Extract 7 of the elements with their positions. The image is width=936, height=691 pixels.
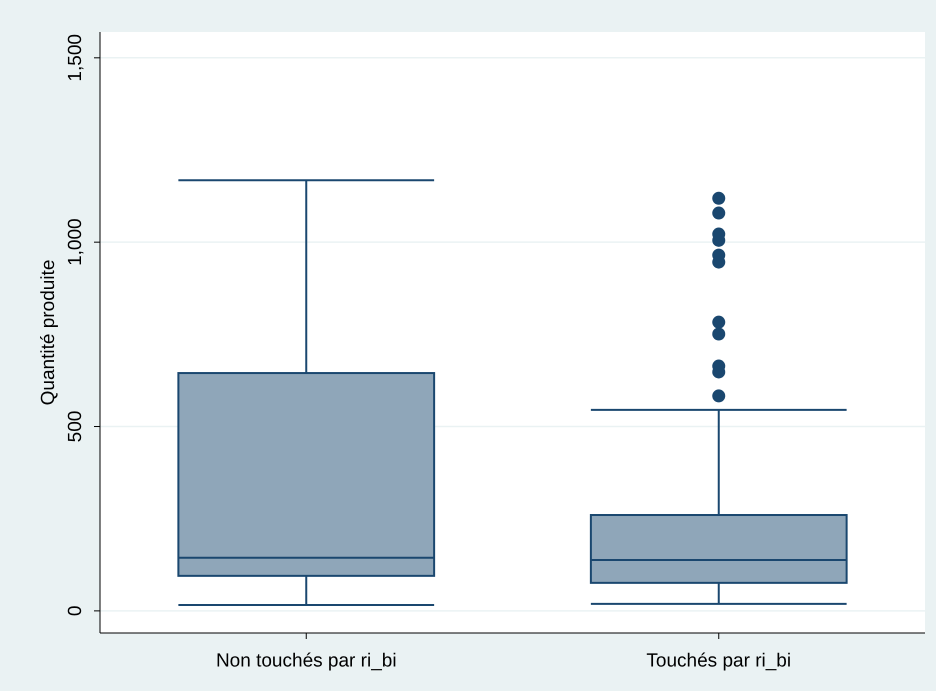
x-tick-label: Non touchés par ri_bi xyxy=(216,650,397,672)
y-tick-label: 1,500 xyxy=(65,34,86,82)
y-tick-label: 1,000 xyxy=(65,218,86,266)
y-axis-title: Quantité produite xyxy=(38,260,59,406)
y-tick-label: 500 xyxy=(65,410,86,442)
y-tick-label: 0 xyxy=(65,606,86,616)
x-tick-label: Touchés par ri_bi xyxy=(646,650,792,672)
